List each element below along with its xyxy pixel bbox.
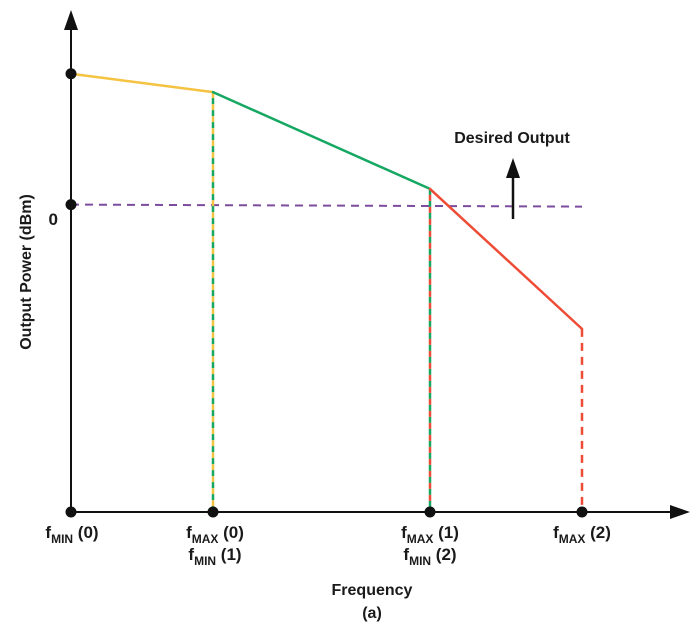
desired-output-reference-line (70, 203, 583, 208)
x-tick-label-1-second: fMIN (1) (188, 545, 241, 568)
x-axis-point-1 (207, 506, 219, 518)
desired-output-arrowhead (506, 158, 520, 178)
y-axis-title: Output Power (dBm) (18, 194, 35, 350)
x-tick-label-2-second: fMIN (2) (403, 545, 456, 568)
y-axis-point-zero (65, 199, 77, 211)
x-axis-point-3 (576, 506, 588, 518)
chart-caption: (a) (362, 605, 382, 622)
x-axis-point-0 (65, 506, 77, 518)
power-curve-segment-2 (428, 187, 584, 331)
y-tick-label-0: 0 (49, 210, 58, 229)
x-axis-point-2 (424, 506, 436, 518)
x-tick-label-1: fMAX (0) (186, 523, 244, 546)
power-curve-segment-0 (69, 72, 215, 94)
x-tick-label-0: fMIN (0) (45, 523, 98, 546)
x-axis-title: Frequency (332, 582, 413, 599)
chart-marks: fMIN (0) fMAX (0)fMIN (1) fMAX (1)fMIN (2)… (45, 68, 611, 568)
x-tick-label-3: fMAX (2) (553, 523, 611, 546)
x-tick-label-2: fMAX (1) (401, 523, 459, 546)
y-axis-point-start (65, 68, 77, 80)
power-curve-segment-1 (211, 90, 432, 191)
desired-output-annotation: Desired Output (454, 130, 570, 147)
y-axis-arrowhead (64, 10, 78, 30)
x-axis-arrowhead (670, 505, 690, 519)
